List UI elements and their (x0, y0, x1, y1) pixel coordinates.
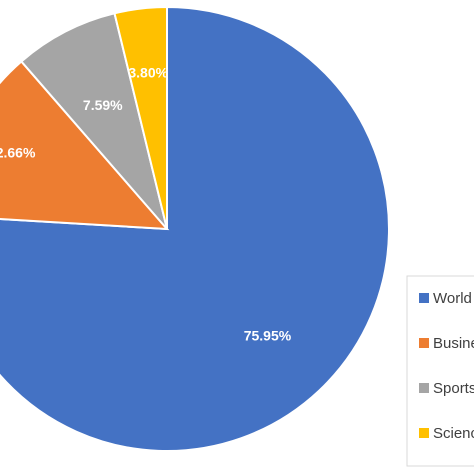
legend-swatch-science (419, 428, 429, 438)
pie-slice-world (0, 5, 390, 452)
legend-swatch-sports (419, 383, 429, 393)
pie-slice-science (113, 5, 168, 230)
pie-slices (0, 5, 390, 452)
legend-label-business: Business (433, 335, 474, 352)
legend-label-science: Science (433, 425, 474, 442)
data-label-world: 75.95% (244, 328, 292, 344)
data-label-science: 3.80% (128, 65, 168, 81)
pie-slice-business (0, 60, 170, 231)
legend: World Business Sports Science (406, 275, 474, 467)
data-label-sports: 7.59% (83, 97, 123, 113)
pie-data-labels: 75.95% 12.66% 7.59% 3.80% (0, 65, 292, 344)
pie-slice-sports (19, 12, 168, 230)
legend-box (406, 275, 474, 467)
legend-swatch-business (419, 338, 429, 348)
legend-label-world: World (433, 290, 472, 307)
legend-label-sports: Sports (433, 380, 474, 397)
legend-swatch-world (419, 293, 429, 303)
data-label-business: 12.66% (0, 145, 36, 161)
